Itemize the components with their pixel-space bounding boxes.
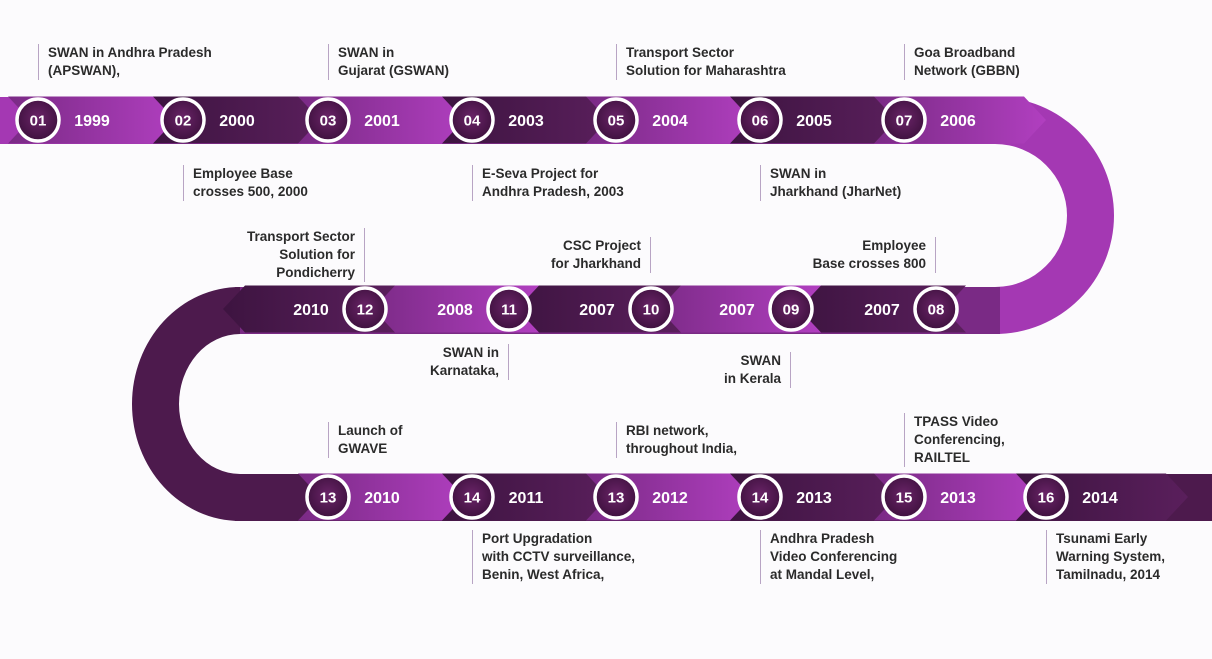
milestone-number: 10: [643, 302, 660, 319]
milestone-circle: [449, 474, 495, 520]
milestone-circle: [628, 286, 674, 332]
milestone-year: 2013: [796, 490, 832, 507]
milestone-circle: [449, 97, 495, 143]
milestone-number: 15: [896, 490, 913, 507]
milestone-number: 13: [320, 490, 337, 507]
milestone-caption: CSC Project for Jharkhand: [451, 237, 651, 273]
milestone-year: 2011: [509, 490, 544, 507]
milestone-circle: [15, 97, 61, 143]
milestone-number: 01: [30, 113, 47, 130]
milestone-year: 2004: [652, 113, 688, 130]
milestone-circle: [881, 474, 927, 520]
left-curve: [132, 287, 240, 521]
milestone-circle: [768, 286, 814, 332]
milestone-year: 2012: [652, 490, 688, 507]
milestone-caption: Goa Broadband Network (GBBN): [904, 44, 1104, 80]
milestone-number: 14: [464, 490, 481, 507]
milestone-year: 2007: [579, 302, 615, 319]
milestone-caption: Tsunami Early Warning System, Tamilnadu,…: [1046, 530, 1212, 584]
milestone-number: 13: [608, 490, 625, 507]
milestone-caption: SWAN in Kerala: [591, 352, 791, 388]
timeline-nodes: 01 1999 02 2000 03 2001 04 2003 05 2004 06 2005 07 20…: [15, 97, 1118, 520]
milestone-number: 09: [783, 302, 800, 319]
milestone-year: 2000: [219, 113, 255, 130]
milestone-circle: [305, 474, 351, 520]
milestone-number: 07: [896, 113, 913, 130]
milestone-year: 2003: [508, 113, 544, 130]
milestone-number: 04: [464, 113, 481, 130]
milestone-number: 14: [752, 490, 769, 507]
milestone-caption: Employee Base crosses 800: [736, 237, 936, 273]
milestone-year: 1999: [74, 113, 110, 130]
milestone-circle: [881, 97, 927, 143]
milestone-circle: [342, 286, 388, 332]
milestone-number: 12: [357, 302, 374, 319]
milestone-circle: [593, 97, 639, 143]
milestone-caption: Launch of GWAVE: [328, 422, 528, 458]
milestone-caption: Employee Base crosses 500, 2000: [183, 165, 383, 201]
milestone-number: 03: [320, 113, 337, 130]
milestone-circle: [1023, 474, 1069, 520]
milestone-year: 2001: [364, 113, 400, 130]
milestone-year: 2008: [437, 302, 473, 319]
milestone-circle: [737, 474, 783, 520]
milestone-circle: [160, 97, 206, 143]
milestone-caption: Port Upgradation with CCTV surveillance,…: [472, 530, 672, 584]
milestone-year: 2007: [864, 302, 900, 319]
milestone-caption: Transport Sector Solution for Pondicherr…: [165, 228, 365, 282]
milestone-circle: [486, 286, 532, 332]
milestone-caption: E-Seva Project for Andhra Pradesh, 2003: [472, 165, 672, 201]
right-curve: [995, 97, 1115, 334]
milestone-number: 02: [175, 113, 192, 130]
milestone-caption: Andhra Pradesh Video Conferencing at Man…: [760, 530, 960, 584]
milestone-number: 05: [608, 113, 625, 130]
milestone-circle: [305, 97, 351, 143]
milestone-circle: [737, 97, 783, 143]
milestone-year: 2010: [293, 302, 329, 319]
milestone-caption: SWAN in Jharkhand (JharNet): [760, 165, 960, 201]
milestone-year: 2014: [1082, 490, 1118, 507]
milestone-number: 11: [501, 302, 517, 319]
milestone-caption: Transport Sector Solution for Maharashtr…: [616, 44, 816, 80]
milestone-year: 2007: [719, 302, 755, 319]
milestone-caption: RBI network, throughout India,: [616, 422, 816, 458]
milestone-number: 16: [1038, 490, 1055, 507]
milestone-caption: SWAN in Andhra Pradesh (APSWAN),: [38, 44, 238, 80]
milestone-caption: SWAN in Gujarat (GSWAN): [328, 44, 528, 80]
milestone-year: 2005: [796, 113, 832, 130]
milestone-caption: TPASS Video Conferencing, RAILTEL: [904, 413, 1104, 467]
milestone-circle: [913, 286, 959, 332]
milestone-year: 2006: [940, 113, 976, 130]
milestone-circle: [593, 474, 639, 520]
milestone-caption: SWAN in Karnataka,: [309, 344, 509, 380]
milestone-year: 2013: [940, 490, 976, 507]
milestone-number: 06: [752, 113, 769, 130]
milestone-number: 08: [928, 302, 945, 319]
milestone-year: 2010: [364, 490, 400, 507]
